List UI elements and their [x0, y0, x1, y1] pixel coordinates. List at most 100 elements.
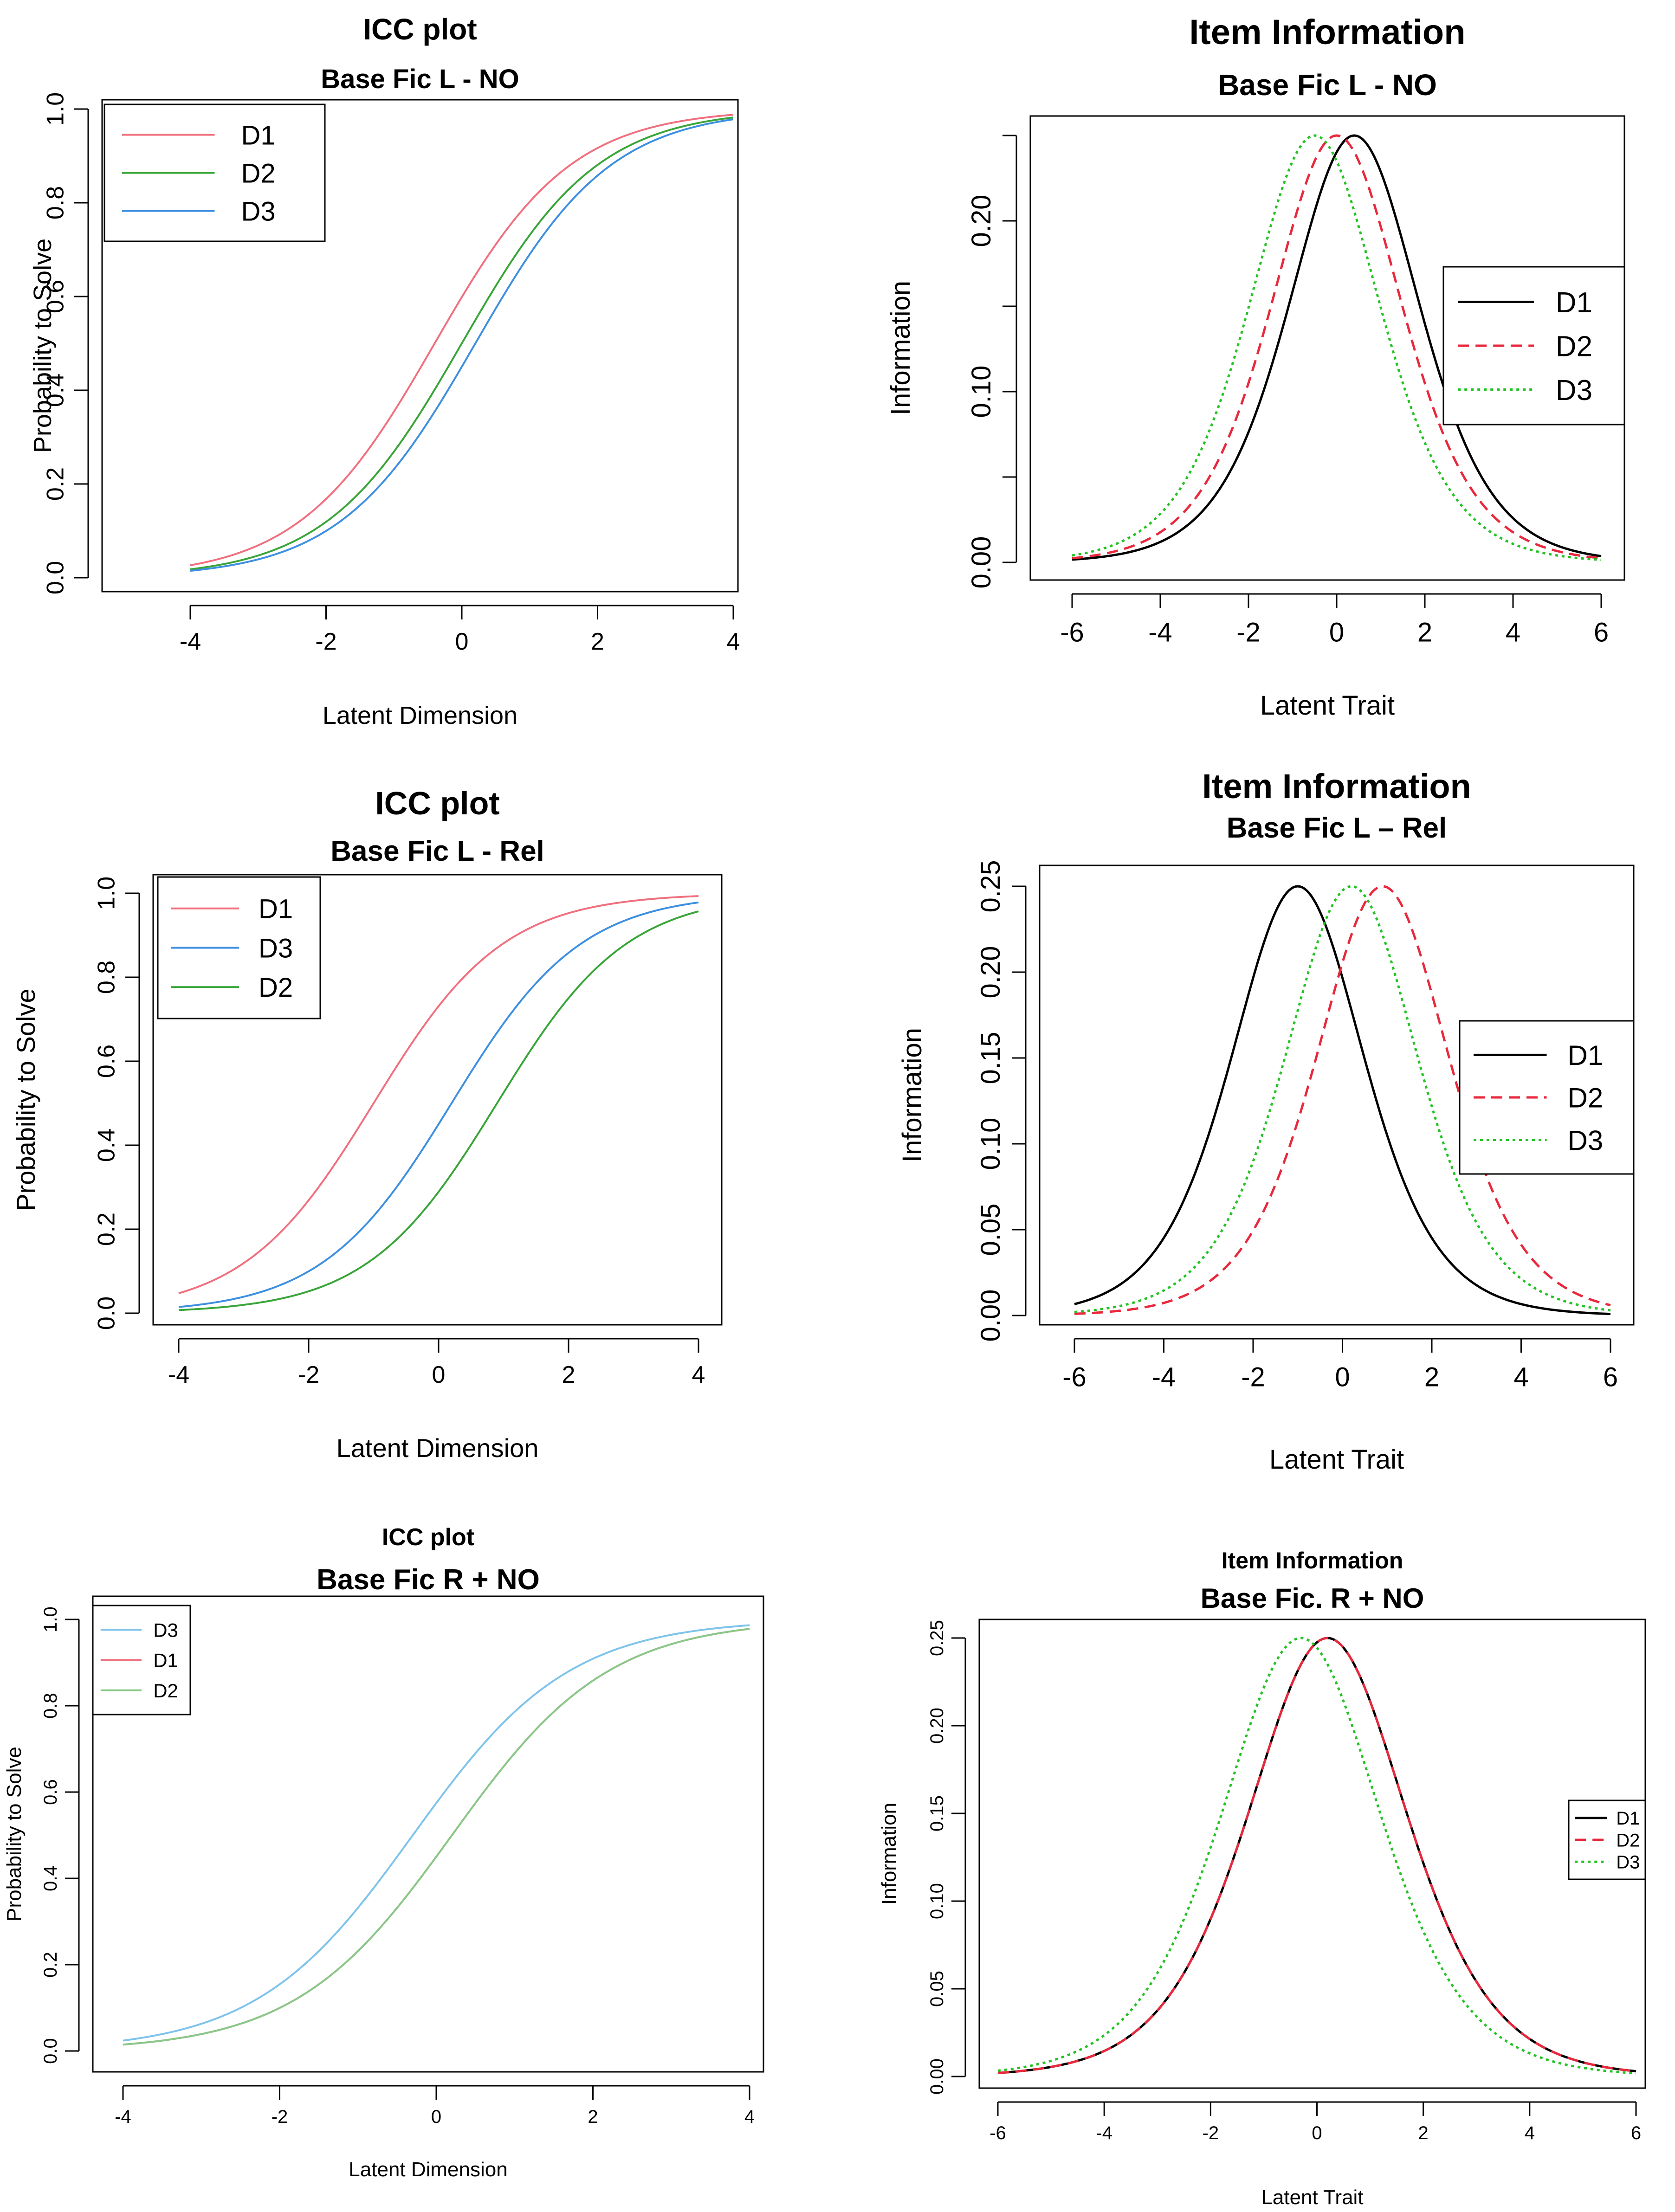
chart-4: Item Information Base Fic L – Rel -6 -4 -2 0 2…: [897, 767, 1635, 1475]
x-axis-label: Latent Dimension: [323, 702, 517, 729]
x-tick-label: -2: [1241, 1362, 1265, 1393]
y-tick-label: 0.00: [966, 536, 996, 589]
chart-subtitle: Base Fic L - NO: [1218, 68, 1437, 102]
legend-label: D1: [1616, 1808, 1640, 1829]
series-line-d1: [1072, 134, 1602, 561]
legend-label: D2: [241, 158, 276, 188]
x-tick-label: 4: [1513, 1362, 1528, 1393]
y-tick-label: 0.2: [40, 1952, 61, 1978]
x-tick-label: -6: [989, 2123, 1006, 2143]
series-line-d1: [997, 1637, 1636, 2074]
y-tick-label: 0.00: [976, 1290, 1006, 1342]
x-tick-label: 2: [562, 1361, 576, 1388]
y-tick-label: 0.8: [42, 186, 69, 219]
x-tick-label: 0: [455, 628, 469, 655]
x-tick-label: 4: [1525, 2123, 1535, 2143]
plot-frame: [152, 874, 723, 1326]
y-tick-label: 0.8: [93, 961, 120, 994]
chart-5: ICC plot Base Fic R + NO -4 -2 0 2 4 Latent Dim…: [3, 1524, 764, 2181]
x-tick-label: 6: [1631, 2123, 1641, 2143]
y-tick-label: 1.0: [40, 1606, 61, 1632]
y-tick-label: 0.8: [40, 1693, 61, 1719]
y-tick-label: 0.10: [976, 1118, 1006, 1170]
x-tick-label: -6: [1060, 618, 1084, 648]
x-tick-label: -2: [315, 628, 336, 655]
series-line-d2: [1074, 885, 1611, 1315]
series-line-d3: [997, 1637, 1636, 2075]
x-tick-label: 0: [1329, 618, 1344, 648]
x-tick-label: -2: [272, 2107, 288, 2127]
legend: D1 D2 D3: [103, 103, 326, 242]
y-tick-label: 0.10: [927, 1883, 947, 1919]
y-tick-label: 0.6: [93, 1045, 120, 1078]
x-tick-label: -4: [1152, 1362, 1176, 1393]
x-tick-label: 0: [1312, 2123, 1322, 2143]
x-tick-label: -6: [1062, 1362, 1086, 1393]
x-tick-label: 0: [1335, 1362, 1350, 1393]
legend-label: D1: [259, 894, 293, 924]
chart-6: Item Information Base Fic. R + NO -6 -4 -2 0 2…: [878, 1548, 1646, 2209]
y-axis-label: Probability to Solve: [3, 1747, 26, 1922]
series-line-d3: [1074, 885, 1611, 1313]
series-line-d3: [178, 901, 699, 1308]
chart-subtitle: Base Fic R + NO: [317, 1564, 540, 1596]
y-tick-label: 0.05: [976, 1204, 1006, 1256]
x-tick-label: 2: [1418, 2123, 1429, 2143]
y-axis-label: Probability to Solve: [11, 988, 40, 1211]
chart-title: ICC plot: [363, 13, 477, 46]
y-tick-label: 0.6: [42, 280, 69, 313]
chart-2: Item Information Base Fic L - NO -6 -4 -2 0 2 4…: [886, 13, 1625, 721]
chart-subtitle: Base Fic L - NO: [321, 64, 519, 94]
chart-subtitle: Base Fic L - Rel: [330, 835, 544, 867]
x-tick-label: 2: [1424, 1362, 1439, 1393]
x-tick-label: -4: [1096, 2123, 1112, 2143]
x-tick-label: 4: [727, 628, 740, 655]
series-line-d3: [190, 118, 734, 572]
series-line-d1: [178, 895, 699, 1295]
chart-title: ICC plot: [382, 1524, 474, 1551]
y-tick-label: 0.25: [976, 860, 1006, 913]
x-axis-label: Latent Trait: [1261, 2186, 1363, 2209]
legend-label: D2: [1556, 330, 1592, 362]
x-tick-label: -4: [115, 2107, 131, 2127]
y-tick-label: 0.25: [927, 1620, 947, 1656]
x-tick-label: 2: [1417, 618, 1432, 648]
legend-label: D2: [1568, 1083, 1604, 1114]
y-axis-label: Information: [886, 281, 916, 415]
chart-title: Item Information: [1222, 1548, 1403, 1574]
legend: D1 D2 D3: [1442, 266, 1625, 426]
series-line-d3: [1072, 134, 1602, 561]
x-tick-label: -4: [168, 1361, 189, 1388]
series-line-d2: [123, 1628, 750, 2046]
x-tick-label: -4: [1148, 618, 1172, 648]
x-tick-label: 4: [744, 2107, 755, 2127]
series-line-d3: [123, 1624, 750, 2042]
plot-frame: [978, 1619, 1646, 2089]
x-tick-label: 6: [1603, 1362, 1618, 1393]
x-tick-label: 4: [692, 1361, 705, 1388]
x-axis-label: Latent Dimension: [349, 2158, 507, 2181]
y-tick-label: 0.20: [927, 1708, 947, 1744]
plot-frame: [101, 99, 739, 593]
x-tick-label: -2: [1236, 618, 1261, 648]
x-tick-label: -2: [298, 1361, 319, 1388]
y-tick-label: 0.4: [40, 1865, 61, 1891]
y-tick-label: 0.2: [93, 1212, 120, 1246]
y-tick-label: 0.2: [42, 467, 69, 501]
series-line-d2: [190, 116, 734, 570]
x-tick-label: 4: [1506, 618, 1520, 648]
series-line-d2: [997, 1637, 1636, 2074]
x-tick-label: 2: [591, 628, 604, 655]
y-tick-label: 0.0: [42, 561, 69, 594]
y-tick-label: 0.20: [976, 946, 1006, 999]
y-tick-label: 0.0: [40, 2038, 61, 2064]
chart-3: ICC plot Base Fic L - Rel -4 -2 0 2 4 Latent Di…: [11, 785, 723, 1463]
legend-label: D3: [153, 1619, 178, 1641]
y-axis-label: Probability to Solve: [29, 239, 57, 453]
legend-label: D2: [1616, 1830, 1640, 1851]
x-tick-label: 6: [1594, 618, 1609, 648]
chart-title: ICC plot: [375, 785, 499, 821]
y-tick-label: 0.15: [927, 1795, 947, 1832]
legend: D3 D1 D2: [92, 1605, 191, 1715]
